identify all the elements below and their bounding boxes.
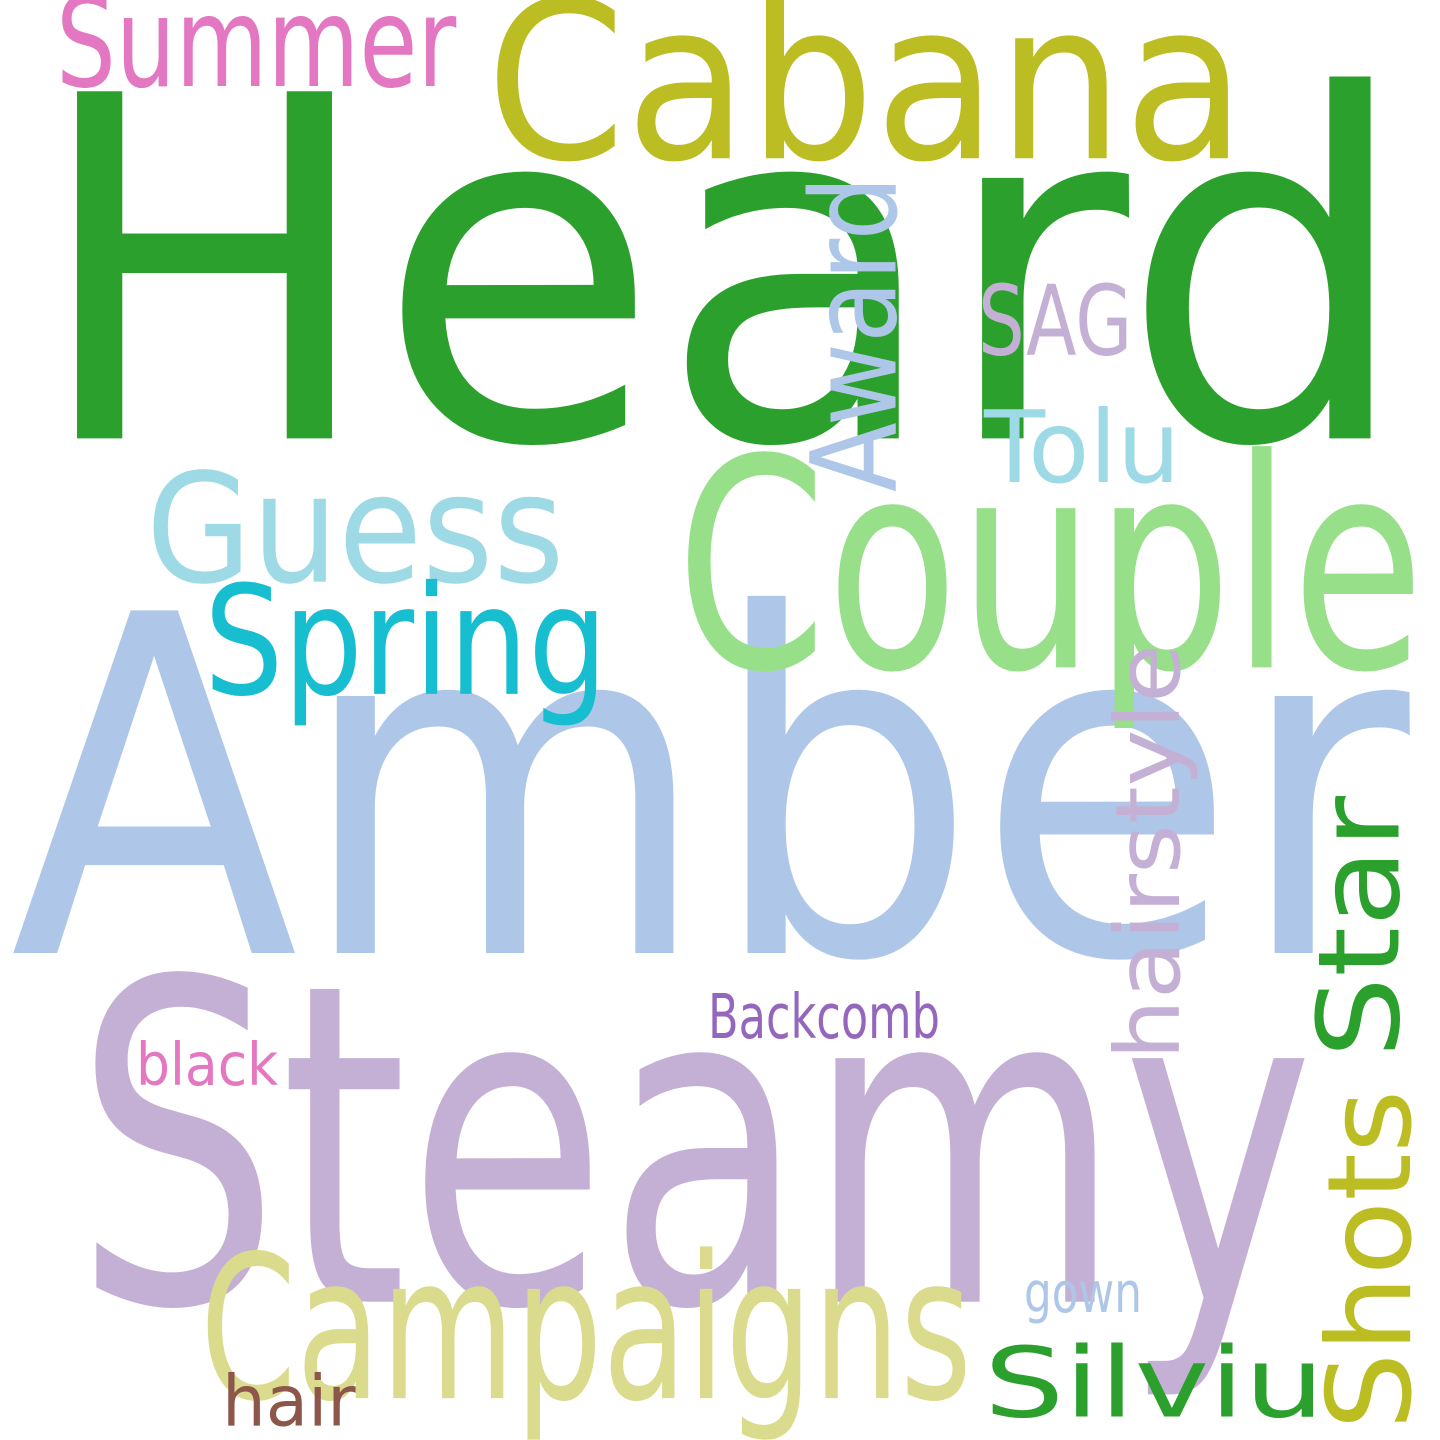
word-campaigns: Campaigns	[200, 1212, 972, 1440]
word-summer: Summer	[56, 0, 457, 117]
word-guess: Guess	[146, 442, 565, 619]
word-sag: SAG	[978, 266, 1133, 379]
word-hairstyle: hairstyle	[1096, 643, 1201, 1060]
word-hair: hair	[222, 1361, 356, 1440]
word-heard: Heard	[32, 0, 1413, 552]
word-spring: Spring	[204, 554, 608, 731]
word-gown: gown	[1024, 1260, 1142, 1327]
word-tolu: Tolu	[984, 389, 1181, 506]
word-shots: Shots	[1302, 1089, 1438, 1430]
word-cabana: Cabana	[486, 0, 1247, 212]
word-steamy: Steamy	[74, 888, 1315, 1408]
word-amber: Amber	[10, 518, 1410, 1065]
word-silviu: Silviu	[984, 1325, 1325, 1440]
word-couple: Couple	[676, 397, 1425, 737]
word-award: Award	[786, 175, 925, 492]
word-backcomb: Backcomb	[708, 981, 940, 1054]
word-black: black	[136, 1029, 279, 1100]
word-star: Star	[1293, 795, 1426, 1058]
